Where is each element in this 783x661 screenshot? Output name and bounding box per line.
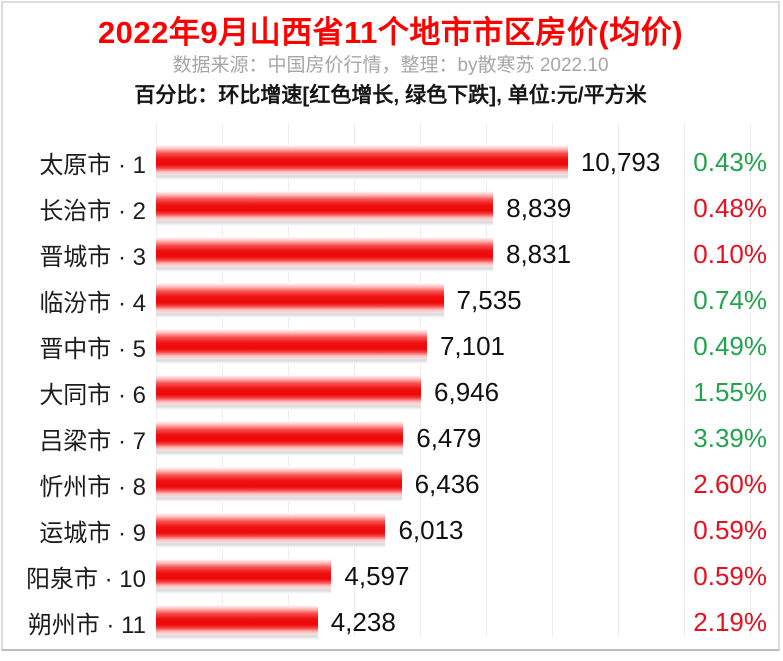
chart-row: 临汾市 · 4 7,535 0.74% [3, 277, 778, 323]
price-bar [156, 604, 318, 640]
chart-rows: 太原市 · 1 10,793 0.43% 长治市 · 2 8,839 0.48% 晋城市 ·… [3, 139, 778, 645]
category-label: 临汾市 · 4 [39, 289, 146, 317]
category-label: 太原市 · 1 [39, 151, 146, 179]
plot-area: 6,436 2.60% [156, 461, 778, 507]
change-percent-label: 2.60% [693, 468, 767, 499]
category-label: 长治市 · 2 [39, 197, 146, 225]
legend-note: 百分比：环比增速[红色增长, 绿色下跌], 单位:元/平方米 [134, 84, 647, 107]
change-percent-label: 0.74% [693, 284, 767, 315]
source-subtitle: 数据来源：中国房价行情，整理：by散寒苏 2022.10 [172, 55, 609, 76]
plot-area: 4,597 0.59% [156, 553, 778, 599]
change-percent-label: 0.49% [693, 330, 767, 361]
chart-row: 阳泉市 · 10 4,597 0.59% [3, 553, 778, 599]
plot-area: 4,238 2.19% [156, 599, 778, 645]
plot-area: 8,831 0.10% [156, 231, 778, 277]
value-label: 6,946 [434, 376, 500, 407]
value-label: 7,101 [439, 330, 506, 361]
change-percent-label: 1.55% [693, 376, 767, 407]
change-percent-label: 0.59% [693, 514, 767, 545]
plot-area: 6,013 0.59% [156, 507, 778, 553]
chart-row: 朔州市 · 11 4,238 2.19% [3, 599, 778, 645]
price-bar [156, 144, 568, 180]
chart-row: 大同市 · 6 6,946 1.55% [3, 369, 778, 415]
value-label: 4,597 [344, 560, 410, 591]
chart-row: 晋城市 · 3 8,831 0.10% [3, 231, 778, 277]
price-bar [156, 236, 493, 272]
value-label: 8,839 [506, 192, 572, 223]
category-label: 晋城市 · 3 [39, 243, 146, 271]
category-label: 忻州市 · 8 [39, 473, 146, 501]
category-label: 阳泉市 · 10 [25, 565, 146, 593]
change-percent-label: 0.59% [693, 560, 767, 591]
price-bar [156, 374, 422, 410]
chart-frame: 2022年9月山西省11个地市市区房价(均价) 数据来源：中国房价行情，整理：b… [1, 1, 780, 651]
value-label: 6,479 [416, 422, 482, 453]
chart-header: 2022年9月山西省11个地市市区房价(均价) 数据来源：中国房价行情，整理：b… [3, 15, 778, 109]
change-percent-label: 2.19% [693, 606, 767, 637]
plot-area: 7,535 0.74% [156, 277, 778, 323]
value-label: 6,013 [398, 514, 464, 545]
value-label: 6,436 [414, 468, 480, 499]
change-percent-label: 0.10% [693, 238, 767, 269]
price-bar [156, 466, 402, 502]
value-label: 7,535 [456, 284, 522, 315]
category-label: 朔州市 · 11 [27, 611, 146, 639]
change-percent-label: 3.39% [693, 422, 767, 453]
plot-area: 6,946 1.55% [156, 369, 778, 415]
chart-row: 吕梁市 · 7 6,479 3.39% [3, 415, 778, 461]
price-bar [156, 512, 386, 548]
value-label: 4,238 [330, 606, 396, 637]
price-bar [156, 420, 404, 456]
category-label: 吕梁市 · 7 [39, 427, 146, 455]
plot-area: 6,479 3.39% [156, 415, 778, 461]
category-label: 大同市 · 6 [39, 381, 146, 409]
chart-row: 太原市 · 1 10,793 0.43% [3, 139, 778, 185]
category-label: 晋中市 · 5 [39, 335, 146, 363]
change-percent-label: 0.48% [693, 192, 767, 223]
chart-row: 忻州市 · 8 6,436 2.60% [3, 461, 778, 507]
chart-row: 晋中市 · 5 7,101 0.49% [3, 323, 778, 369]
chart-row: 运城市 · 9 6,013 0.59% [3, 507, 778, 553]
change-percent-label: 0.43% [693, 146, 767, 177]
plot-area: 8,839 0.48% [156, 185, 778, 231]
price-bar [156, 328, 427, 364]
page-title: 2022年9月山西省11个地市市区房价(均价) [97, 15, 684, 50]
value-label: 8,831 [505, 238, 572, 269]
value-label: 10,793 [580, 146, 661, 177]
chart-row: 长治市 · 2 8,839 0.48% [3, 185, 778, 231]
plot-area: 10,793 0.43% [156, 139, 778, 185]
category-label: 运城市 · 9 [39, 519, 146, 547]
bar-chart: 太原市 · 1 10,793 0.43% 长治市 · 2 8,839 0.48% 晋城市 ·… [3, 123, 778, 641]
price-bar [156, 558, 332, 594]
price-bar [156, 190, 494, 226]
plot-area: 7,101 0.49% [156, 323, 778, 369]
price-bar [156, 282, 444, 318]
